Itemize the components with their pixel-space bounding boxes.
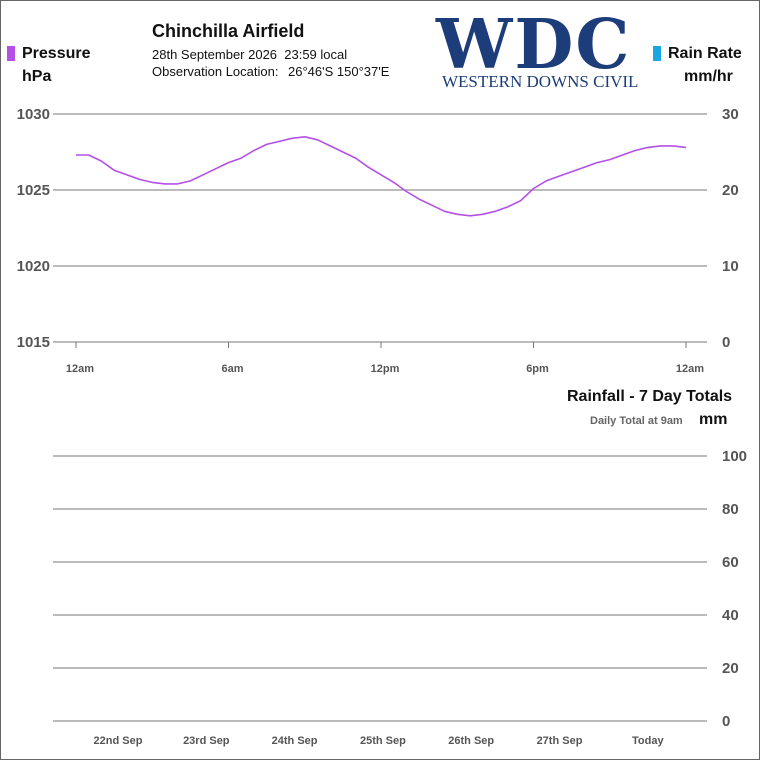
pressure-legend-label: Pressure <box>22 45 91 62</box>
rain-rate-unit-label: mm/hr <box>684 68 733 85</box>
rainfall-axis-tick-label: 60 <box>722 554 739 571</box>
wdc-logo-subtitle: WESTERN DOWNS CIVIL <box>442 72 639 91</box>
rainfall-axis-tick-label: 40 <box>722 607 739 624</box>
observation-location-label: Observation Location: <box>152 64 279 79</box>
pressure-axis-tick-label: 1030 <box>17 106 50 123</box>
pressure-unit-label: hPa <box>22 68 52 85</box>
pressure-axis-tick-label: 1025 <box>17 182 50 199</box>
rainfall-title: Rainfall - 7 Day Totals <box>567 388 733 405</box>
rainfall-day-label: 26th Sep <box>448 735 494 747</box>
rain-rate-legend-label: Rain Rate <box>668 45 742 62</box>
observation-datetime: 28th September 2026 23:59 local <box>152 47 348 62</box>
rainfall-unit: mm <box>699 411 728 428</box>
rainfall-axis-tick-label: 20 <box>722 660 739 677</box>
rain-rate-legend-swatch <box>653 46 661 61</box>
pressure-axis-tick-label: 1015 <box>17 334 50 351</box>
time-axis-tick-label: 12am <box>66 363 94 375</box>
pressure-series-line <box>76 136 687 217</box>
rainfall-day-label: 22nd Sep <box>94 735 143 747</box>
wdc-logo: WDC <box>436 5 632 85</box>
rain-rate-axis-tick-label: 10 <box>722 258 739 275</box>
time-axis-tick-label: 12am <box>676 363 704 375</box>
pressure-legend-swatch <box>7 46 15 61</box>
time-axis-tick-label: 6pm <box>526 363 549 375</box>
time-axis-tick-label: 12pm <box>371 363 400 375</box>
rain-rate-axis-tick-label: 0 <box>722 334 730 351</box>
rainfall-day-label: 23rd Sep <box>183 735 230 747</box>
rainfall-day-label: 25th Sep <box>360 735 406 747</box>
rainfall-axis-tick-label: 100 <box>722 448 747 465</box>
rain-rate-axis-tick-label: 20 <box>722 182 739 199</box>
rainfall-note: Daily Total at 9am <box>590 415 683 427</box>
rainfall-day-label: Today <box>632 735 664 747</box>
rain-rate-axis-tick-label: 30 <box>722 106 739 123</box>
rainfall-day-label: 27th Sep <box>537 735 583 747</box>
rainfall-day-label: 24th Sep <box>272 735 318 747</box>
pressure-axis-tick-label: 1020 <box>17 258 50 275</box>
station-title: Chinchilla Airfield <box>152 21 305 41</box>
rainfall-axis-tick-label: 0 <box>722 713 730 730</box>
observation-location-value: 26°46'S 150°37'E <box>288 64 390 79</box>
rainfall-axis-tick-label: 80 <box>722 501 739 518</box>
time-axis-tick-label: 6am <box>221 363 243 375</box>
